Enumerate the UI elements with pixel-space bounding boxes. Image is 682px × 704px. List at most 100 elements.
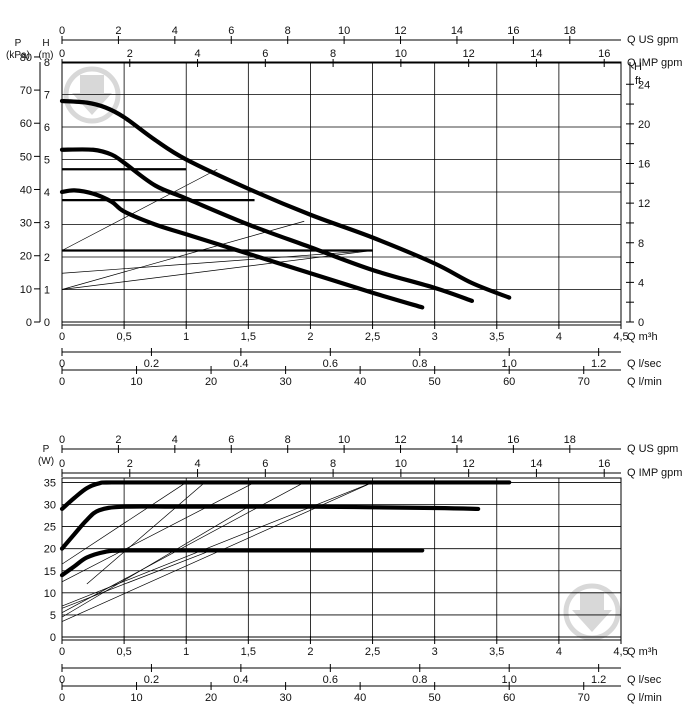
pump-curve [59, 98, 512, 300]
y-tick-label-w: 35 [44, 477, 56, 489]
bottom-axis-tick-label: 0 [59, 358, 65, 370]
bottom-axis-tick-label: 20 [205, 692, 217, 704]
top-axis-tick-label: 10 [395, 48, 407, 60]
top-axis-tick-label: 16 [507, 434, 519, 446]
top-axis-tick-label: 8 [330, 48, 336, 60]
top-axis-title: Q US gpm [627, 34, 678, 46]
bottom-axis-tick-label: 0,5 [116, 646, 131, 658]
y-tick-label-w: 25 [44, 522, 56, 534]
bottom-axis-tick-label: 0.6 [323, 358, 338, 370]
y-tick-label-m: 3 [44, 220, 50, 232]
top-axis-tick-label: 0 [59, 25, 65, 37]
y-tick-label-kpa: 80 [20, 52, 32, 64]
bottom-axis-tick-label: 2,5 [365, 646, 380, 658]
bottom-axis-tick-label: 40 [354, 692, 366, 704]
y-axis-label-w: P [43, 444, 50, 455]
bottom-axis-tick-label: 3,5 [489, 646, 504, 658]
bottom-axis-title: Q l/min [627, 692, 662, 704]
bottom-axis-tick-label: 70 [578, 376, 590, 388]
system-curve [61, 250, 373, 274]
bottom-axis-tick-label: 0 [59, 692, 65, 704]
y-tick-label-kpa: 50 [20, 151, 32, 163]
pump-curve [59, 188, 425, 310]
y-axis-label-m: (m) [39, 50, 54, 61]
top-axis-tick-label: 14 [530, 458, 542, 470]
top-axis-tick-label: 2 [127, 458, 133, 470]
top-axis-tick-label: 2 [115, 25, 121, 37]
bottom-axis-tick-label: 2,5 [365, 331, 380, 343]
y-axis-label-w: (W) [38, 456, 54, 467]
bottom-axis-tick-label: 0 [59, 646, 65, 658]
y-tick-label-kpa: 70 [20, 85, 32, 97]
top-axis-tick-label: 4 [194, 48, 200, 60]
bottom-axis-tick-label: 0.8 [412, 674, 427, 686]
y-tick-label-ft: 16 [638, 159, 650, 171]
bottom-axis-tick-label: 3,5 [489, 331, 504, 343]
top-axis-title: Q IMP gpm [627, 57, 682, 69]
top-axis-tick-label: 14 [451, 25, 463, 37]
bottom-axis-tick-label: 0,5 [116, 331, 131, 343]
pump-curve [59, 548, 425, 578]
watermark-arrow [572, 592, 612, 632]
bottom-axis-title: Q m³h [627, 646, 658, 658]
system-curve [61, 482, 187, 565]
top-axis-tick-label: 18 [564, 434, 576, 446]
bottom-axis-tick-label: 20 [205, 376, 217, 388]
top-axis-tick-label: 2 [127, 48, 133, 60]
y-tick-label-kpa: 30 [20, 218, 32, 230]
top-axis-tick-label: 2 [115, 434, 121, 446]
y-tick-label-ft: 4 [638, 277, 644, 289]
y-tick-label-m: 2 [44, 252, 50, 264]
top-axis-tick-label: 6 [228, 25, 234, 37]
bottom-axis-tick-label: 30 [279, 692, 291, 704]
bottom-axis-tick-label: 10 [130, 376, 142, 388]
y-tick-label-kpa: 10 [20, 284, 32, 296]
y-tick-label-ft: 0 [638, 317, 644, 329]
system-curve [61, 168, 218, 251]
bottom-axis-tick-label: 0.6 [323, 674, 338, 686]
bottom-axis-tick-label: 0 [59, 331, 65, 343]
top-axis-tick-label: 18 [564, 25, 576, 37]
y-tick-label-ft: 24 [638, 79, 650, 91]
watermark-ring [563, 583, 621, 641]
y-tick-label-w: 30 [44, 500, 56, 512]
bottom-axis-tick-label: 0.2 [144, 358, 159, 370]
bottom-axis-tick-label: 10 [130, 692, 142, 704]
y-tick-label-m: 7 [44, 90, 50, 102]
y-tick-label-m: 1 [44, 285, 50, 297]
grid-lines [61, 478, 622, 638]
system-curve [61, 506, 249, 618]
top-axis-tick-label: 10 [338, 434, 350, 446]
top-axis-tick-label: 14 [451, 434, 463, 446]
bottom-axis-tick-label: 1.2 [591, 674, 606, 686]
top-axis-tick-label: 10 [395, 458, 407, 470]
y-tick-label-m: 4 [44, 187, 50, 199]
bottom-axis-tick-label: 0.4 [233, 358, 248, 370]
bottom-axis-tick-label: 4 [556, 331, 562, 343]
bottom-axis-tick-label: 2 [307, 646, 313, 658]
bottom-axis-tick-label: 1.0 [502, 358, 517, 370]
bottom-axis-tick-label: 3 [432, 646, 438, 658]
y-tick-label-w: 0 [50, 632, 56, 644]
bottom-axis-tick-label: 0.8 [412, 358, 427, 370]
y-tick-label-w: 10 [44, 588, 56, 600]
bottom-axis-tick-label: 1 [183, 646, 189, 658]
bottom-axis-tick-label: 1,5 [241, 646, 256, 658]
bottom-axis-tick-label: 60 [503, 376, 515, 388]
system-curve [61, 482, 255, 583]
system-curve [61, 482, 373, 607]
y-tick-label-m: 5 [44, 155, 50, 167]
top-axis-tick-label: 8 [285, 25, 291, 37]
top-axis-tick-label: 6 [262, 458, 268, 470]
bottom-axis-tick-label: 60 [503, 692, 515, 704]
y-axis-label-ft: H [634, 61, 642, 73]
top-axis-tick-label: 6 [228, 434, 234, 446]
top-axis-tick-label: 8 [285, 434, 291, 446]
bottom-axis-tick-label: 0 [59, 674, 65, 686]
top-axis-tick-label: 12 [394, 25, 406, 37]
bottom-axis-tick-label: 4 [556, 646, 562, 658]
top-axis-tick-label: 8 [330, 458, 336, 470]
bottom-axis-tick-label: 1,5 [241, 331, 256, 343]
watermark-arrow [72, 75, 112, 115]
bottom-axis-tick-label: 2 [307, 331, 313, 343]
